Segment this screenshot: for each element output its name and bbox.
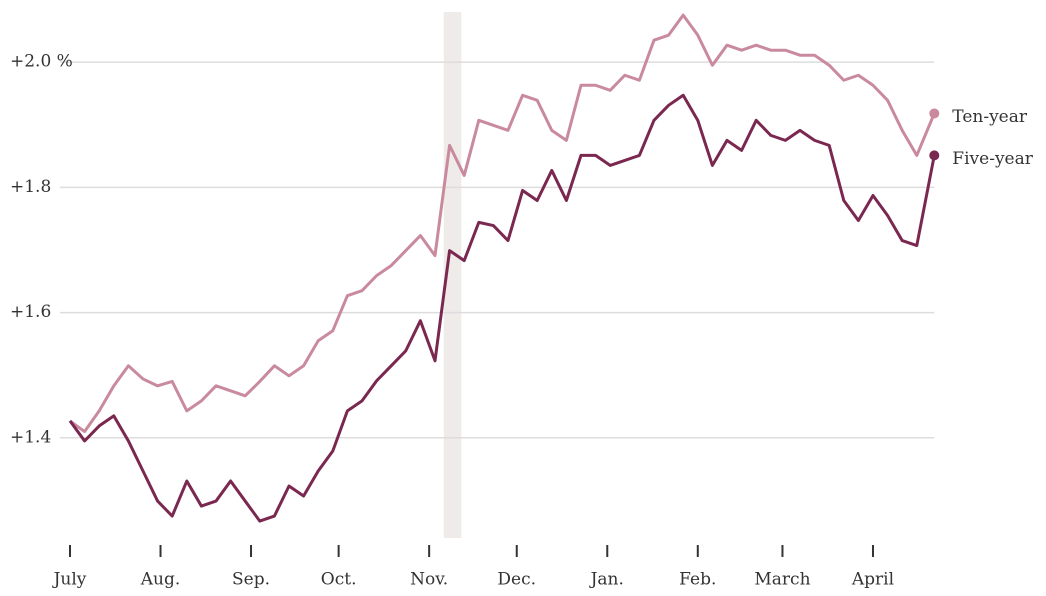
x-tick-label: Dec. (497, 570, 536, 590)
y-tick-label: +2.0 % (10, 52, 73, 72)
x-tick-label: Sep. (232, 570, 270, 590)
x-tick-label: July (52, 570, 87, 590)
y-tick-label: +1.4 (10, 427, 51, 447)
end-dot (929, 150, 940, 161)
x-tick-label: March (754, 570, 810, 590)
end-dot (929, 108, 940, 119)
x-tick-label: Oct. (321, 570, 357, 590)
legend-label: Five-year (952, 149, 1033, 169)
highlight-band (443, 12, 462, 538)
x-tick-label: Jan. (589, 570, 624, 590)
line-series (69, 13, 936, 434)
x-tick-label: Feb. (679, 570, 716, 590)
x-tick-label: Nov. (410, 570, 448, 590)
y-tick-label: +1.6 (10, 302, 51, 322)
x-tick-label: Aug. (140, 570, 181, 590)
x-tick-label: April (851, 570, 894, 590)
line-series (68, 93, 936, 523)
legend-label: Ten-year (952, 107, 1028, 127)
y-tick-label: +1.8 (10, 177, 51, 197)
